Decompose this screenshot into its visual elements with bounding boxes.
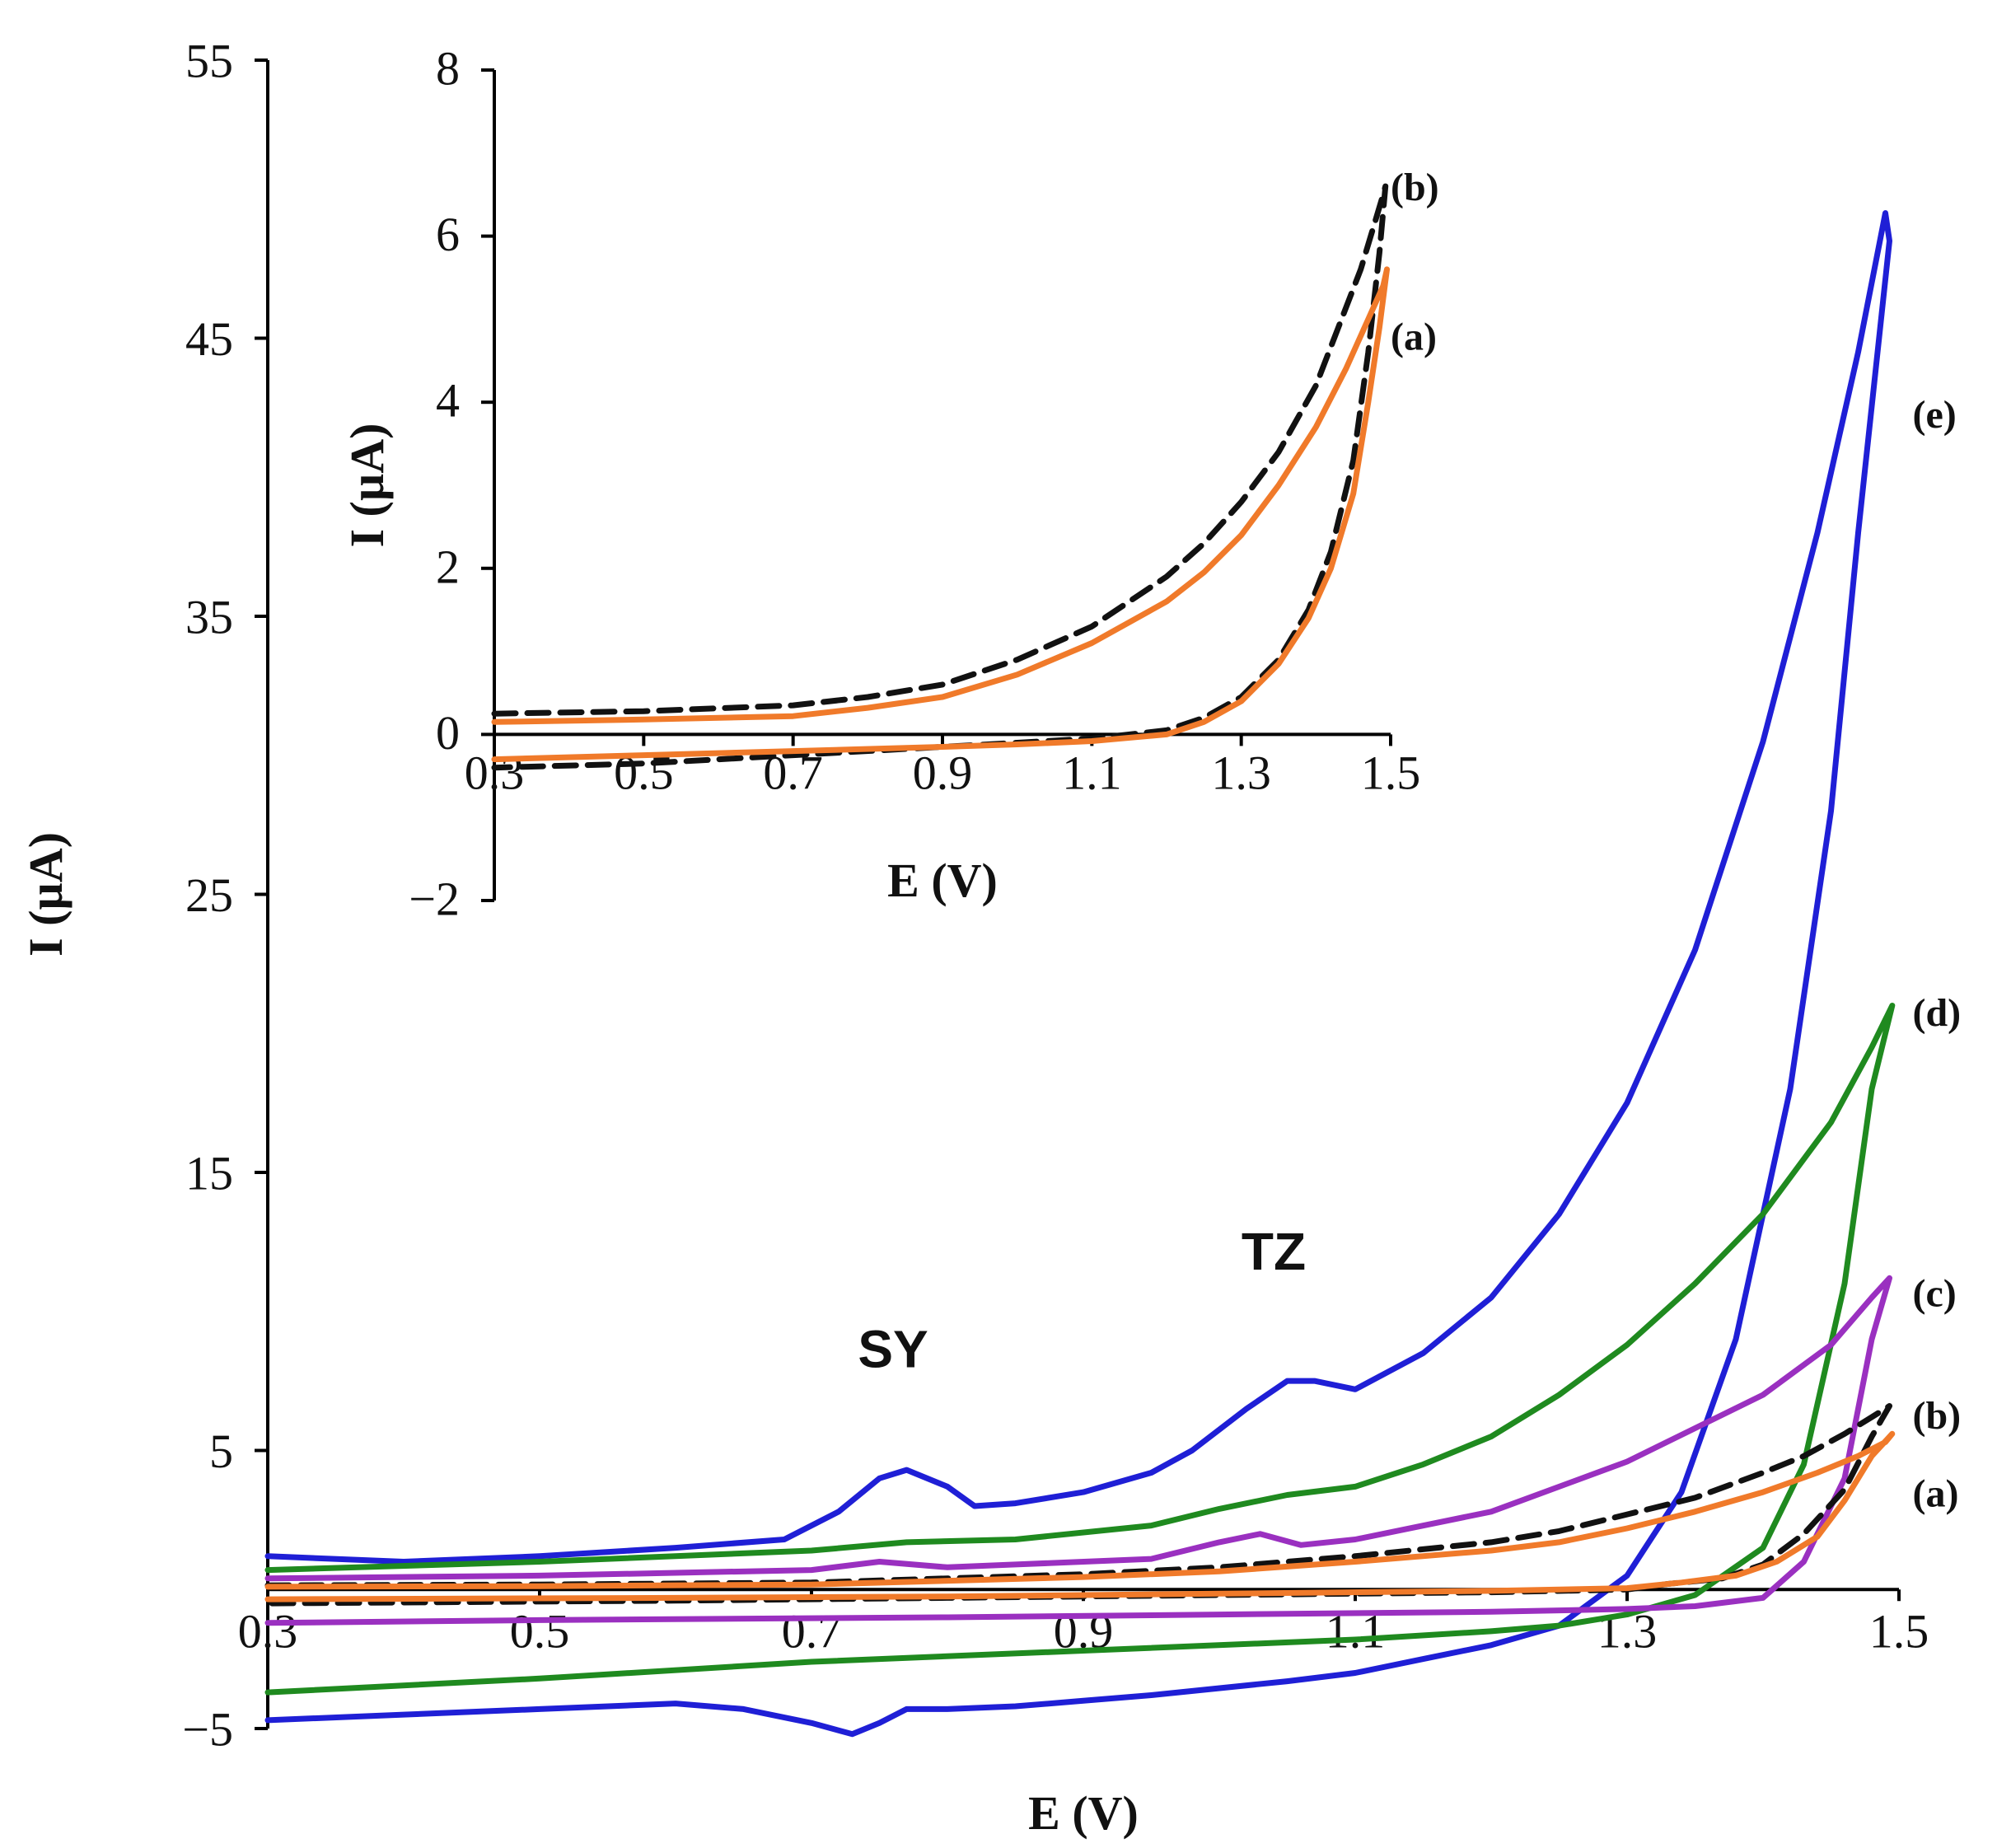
inset-y-tick-label: 4 <box>436 374 460 428</box>
main-y-tick-label: −5 <box>182 1702 233 1756</box>
main-y-tick-label: 5 <box>209 1425 233 1478</box>
main-x-tick-label: 0.5 <box>510 1604 570 1658</box>
main-x-tick-label: 1.5 <box>1869 1604 1929 1658</box>
main-series-line-d <box>264 1003 1896 1696</box>
main-y-tick-label: 55 <box>185 34 233 87</box>
main-annotation-sy: SY <box>858 1319 928 1378</box>
main-y-axis-title: I (µA) <box>19 832 72 957</box>
inset-background <box>362 54 1473 983</box>
main-x-tick-label: 0.3 <box>238 1604 298 1658</box>
main-series-label-b: (b) <box>1913 1394 1962 1438</box>
inset-y-tick-label: 2 <box>436 540 460 593</box>
main-series-label-d: (d) <box>1913 991 1962 1035</box>
main-series-line-e <box>264 210 1892 1738</box>
inset-x-tick-label: 1.3 <box>1211 746 1271 799</box>
inset-series-label-b: (b) <box>1391 166 1439 209</box>
inset-x-tick-label: 0.3 <box>465 746 525 799</box>
inset-series-label-a: (a) <box>1391 315 1437 358</box>
inset-y-tick-label: −2 <box>409 873 460 926</box>
inset-x-tick-label: 0.9 <box>913 746 973 799</box>
inset-y-tick-label: 6 <box>436 208 460 261</box>
inset-y-tick-label: 0 <box>436 706 460 760</box>
inset-x-tick-label: 1.1 <box>1062 746 1122 799</box>
main-series-line-a <box>264 1430 1896 1602</box>
main-y-tick-label: 35 <box>185 590 233 643</box>
main-chart: −5 5 15 25 35 45 55 0.3 0.5 0.7 0.9 1.1 1.3 1.5 E (V) I… <box>19 34 1961 1840</box>
inset-x-tick-label: 1.5 <box>1361 746 1421 799</box>
main-series-label-e: (e) <box>1913 393 1957 437</box>
main-x-axis-title: E (V) <box>1028 1786 1139 1840</box>
inset-x-axis-title: E (V) <box>887 854 998 907</box>
main-series-label-a: (a) <box>1913 1472 1959 1516</box>
main-y-tick-label: 45 <box>185 312 233 366</box>
main-x-tick-label: 0.7 <box>782 1604 842 1658</box>
main-series-label-c: (c) <box>1913 1272 1957 1316</box>
main-y-tick-label: 15 <box>185 1146 233 1200</box>
main-series-line-c <box>264 1275 1892 1626</box>
main-annotation-tz: TZ <box>1242 1222 1306 1281</box>
inset-series-line-a <box>491 266 1390 763</box>
main-y-tick-label: 25 <box>185 868 233 922</box>
inset-y-tick-label: 8 <box>436 42 460 96</box>
inset-y-axis-title: I (µA) <box>340 423 394 547</box>
